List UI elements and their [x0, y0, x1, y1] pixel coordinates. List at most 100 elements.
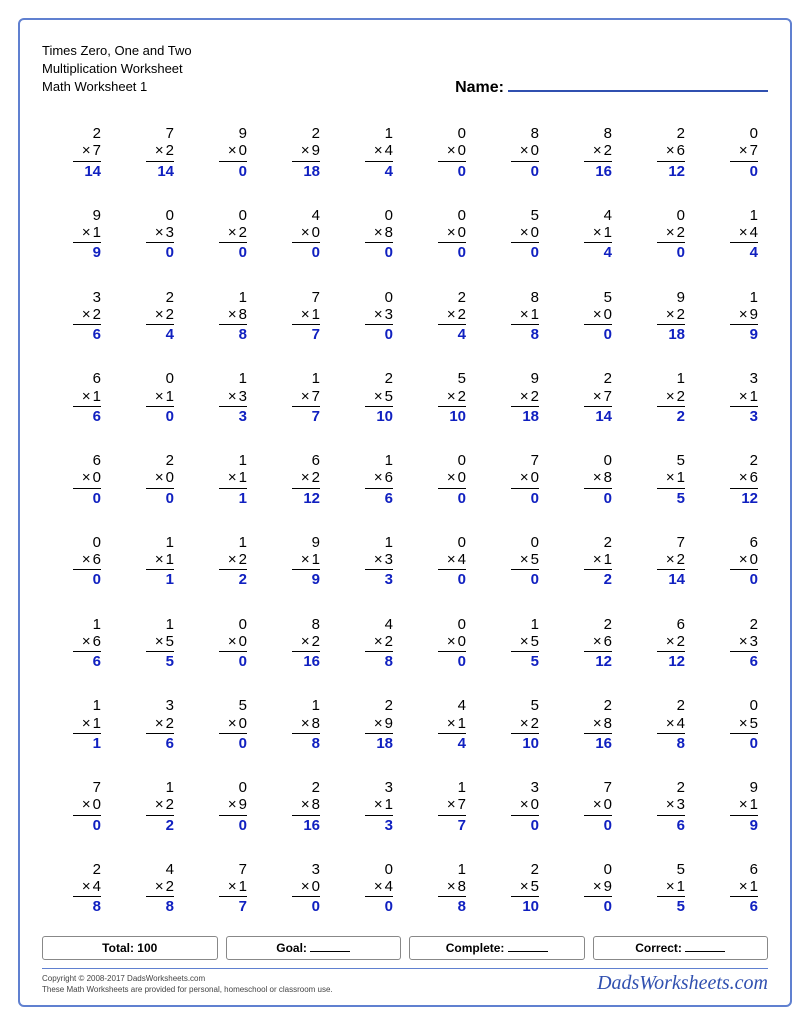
- operator-symbol: ×: [228, 551, 237, 568]
- problem-cell: 0×00: [188, 605, 257, 681]
- operand-bottom: ×1: [82, 224, 101, 241]
- multiplier: 5: [531, 633, 539, 650]
- answer: 0: [750, 163, 758, 180]
- operator-symbol: ×: [155, 551, 164, 568]
- problem-cell: 6×00: [699, 523, 768, 599]
- answer: 8: [677, 735, 685, 752]
- multiplier: 2: [239, 551, 247, 568]
- operator-symbol: ×: [155, 388, 164, 405]
- answer: 9: [750, 817, 758, 834]
- operand-bottom: ×0: [593, 796, 612, 813]
- operand-top: 0: [750, 125, 758, 142]
- answer: 3: [239, 408, 247, 425]
- correct-blank[interactable]: [685, 942, 725, 952]
- operand-bottom: ×2: [374, 633, 393, 650]
- operand-top: 0: [93, 534, 101, 551]
- operand-top: 0: [385, 861, 393, 878]
- equals-bar: [219, 815, 247, 816]
- problem-cell: 2×00: [115, 442, 184, 518]
- multiplier: 8: [385, 224, 393, 241]
- answer: 5: [166, 653, 174, 670]
- operand-top: 8: [531, 289, 539, 306]
- answer: 0: [604, 898, 612, 915]
- operand-bottom: ×4: [374, 878, 393, 895]
- multiplier: 2: [677, 306, 685, 323]
- equals-bar: [146, 242, 174, 243]
- equals-bar: [730, 324, 758, 325]
- operand-top: 2: [604, 534, 612, 551]
- multiplier: 0: [312, 224, 320, 241]
- answer: 4: [458, 326, 466, 343]
- operand-bottom: ×1: [447, 715, 466, 732]
- operand-top: 0: [239, 616, 247, 633]
- multiplier: 1: [604, 551, 612, 568]
- operator-symbol: ×: [374, 715, 383, 732]
- operand-bottom: ×2: [155, 306, 174, 323]
- problem-cell: 0×80: [334, 196, 403, 272]
- answer: 6: [166, 735, 174, 752]
- operand-bottom: ×5: [155, 633, 174, 650]
- answer: 0: [531, 490, 539, 507]
- operand-bottom: ×6: [593, 633, 612, 650]
- multiplier: 5: [750, 715, 758, 732]
- equals-bar: [438, 815, 466, 816]
- operator-symbol: ×: [374, 388, 383, 405]
- problem-cell: 2×36: [626, 769, 695, 845]
- multiplier: 9: [385, 715, 393, 732]
- multiplier: 0: [93, 796, 101, 813]
- operand-bottom: ×2: [155, 142, 174, 159]
- operand-top: 3: [531, 779, 539, 796]
- operator-symbol: ×: [228, 715, 237, 732]
- operand-top: 5: [239, 697, 247, 714]
- operand-top: 2: [93, 861, 101, 878]
- title-line-1: Times Zero, One and Two: [42, 42, 192, 60]
- answer: 3: [385, 817, 393, 834]
- equals-bar: [730, 569, 758, 570]
- title-line-3: Math Worksheet 1: [42, 78, 192, 96]
- complete-blank[interactable]: [508, 942, 548, 952]
- answer: 7: [458, 817, 466, 834]
- operand-bottom: ×0: [447, 142, 466, 159]
- answer: 1: [239, 490, 247, 507]
- operator-symbol: ×: [520, 551, 529, 568]
- problem-cell: 2×12: [553, 523, 622, 599]
- operand-top: 9: [750, 779, 758, 796]
- operator-symbol: ×: [593, 306, 602, 323]
- operand-top: 0: [239, 207, 247, 224]
- equals-bar: [219, 161, 247, 162]
- operand-top: 8: [312, 616, 320, 633]
- multiplier: 1: [385, 796, 393, 813]
- answer: 6: [93, 408, 101, 425]
- operand-bottom: ×1: [739, 388, 758, 405]
- operand-bottom: ×8: [374, 224, 393, 241]
- multiplier: 1: [677, 469, 685, 486]
- problem-cell: 0×00: [407, 605, 476, 681]
- operand-bottom: ×0: [520, 469, 539, 486]
- operator-symbol: ×: [593, 878, 602, 895]
- operand-bottom: ×1: [739, 878, 758, 895]
- brand-logo: DadsWorksheets.com: [597, 972, 768, 995]
- header-titles: Times Zero, One and Two Multiplication W…: [42, 42, 192, 97]
- multiplier: 2: [385, 633, 393, 650]
- problem-cell: 5×00: [553, 278, 622, 354]
- goal-blank[interactable]: [310, 942, 350, 952]
- equals-bar: [511, 733, 539, 734]
- operand-bottom: ×3: [228, 388, 247, 405]
- name-blank-line[interactable]: [508, 76, 768, 92]
- multiplier: 3: [166, 224, 174, 241]
- copyright-row: Copyright © 2008-2017 DadsWorksheets.com…: [42, 968, 768, 995]
- operand-bottom: ×2: [155, 715, 174, 732]
- equals-bar: [438, 569, 466, 570]
- problem-cell: 1×88: [188, 278, 257, 354]
- problem-cell: 4×14: [407, 687, 476, 763]
- multiplier: 0: [458, 469, 466, 486]
- operand-bottom: ×0: [447, 633, 466, 650]
- equals-bar: [146, 161, 174, 162]
- total-value: 100: [137, 941, 157, 955]
- multiplier: 8: [312, 715, 320, 732]
- answer: 18: [522, 408, 539, 425]
- problem-cell: 2×612: [553, 605, 622, 681]
- problem-cell: 0×40: [334, 850, 403, 926]
- operand-bottom: ×1: [228, 878, 247, 895]
- equals-bar: [438, 324, 466, 325]
